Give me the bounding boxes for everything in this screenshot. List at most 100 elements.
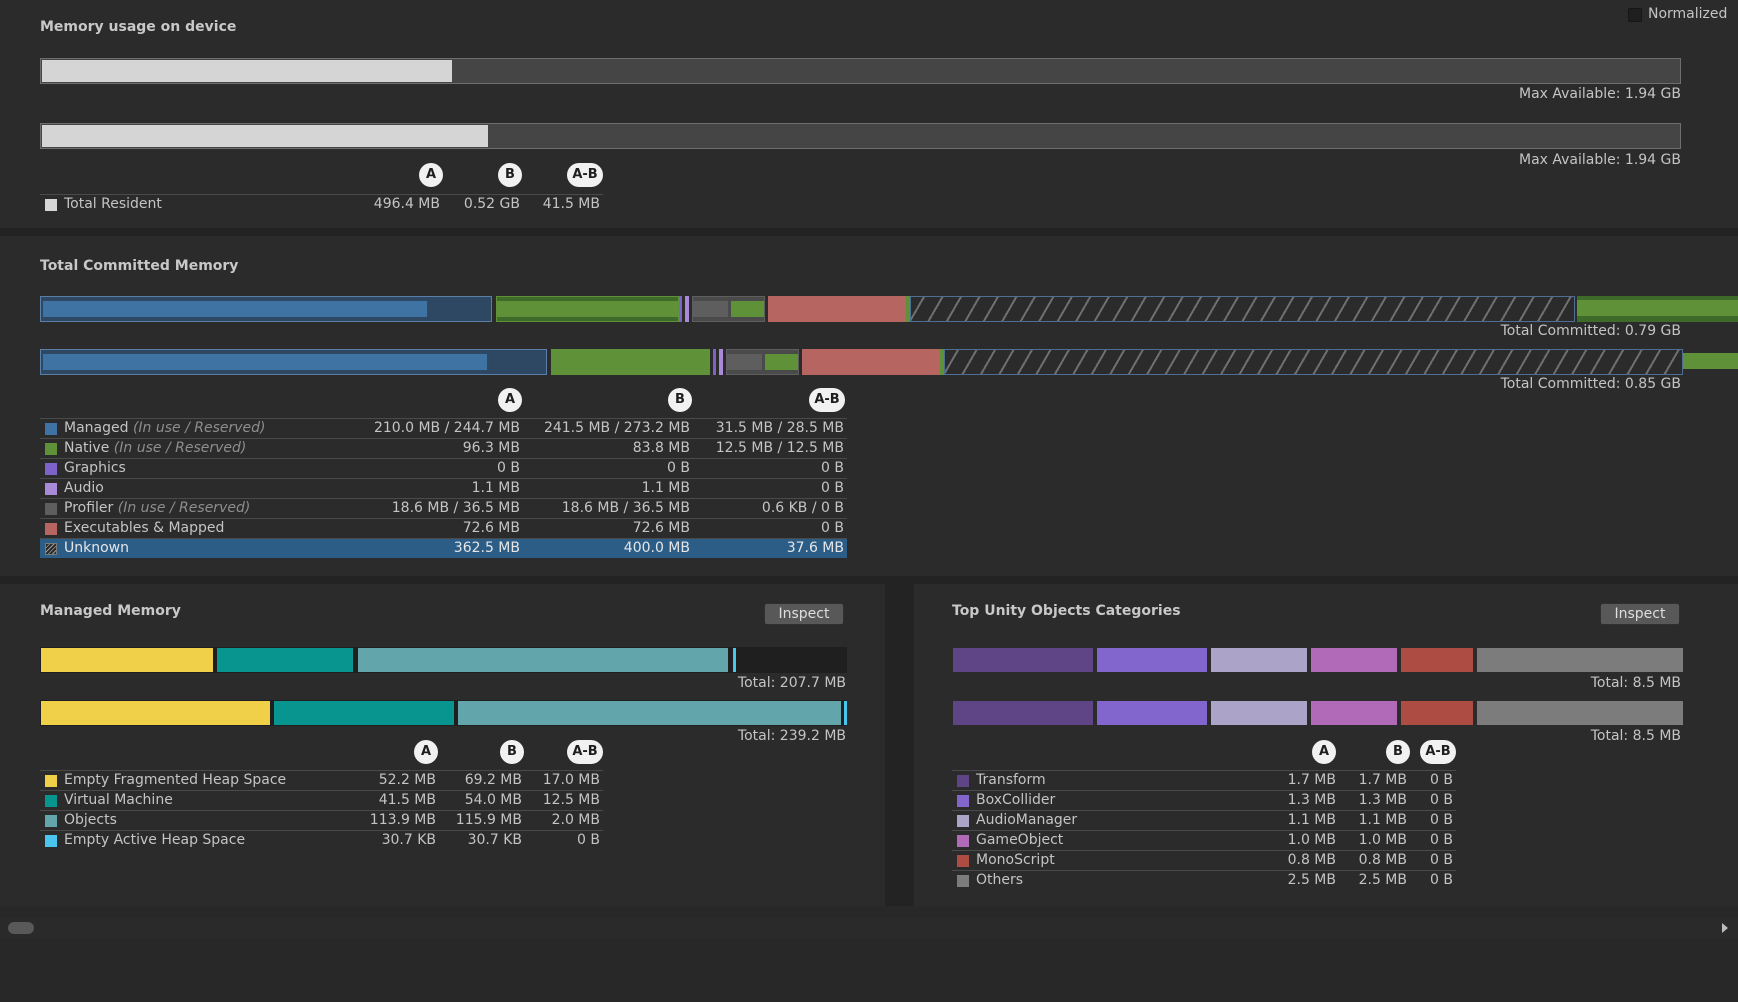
committed-total-b: Total Committed: 0.85 GB	[1500, 376, 1681, 392]
objects-segment[interactable]	[458, 701, 841, 725]
boxcollider-segment[interactable]	[1097, 701, 1207, 725]
profiler-native-tail	[731, 301, 764, 317]
table-row[interactable]: Unknown 362.5 MB 400.0 MB 37.6 MB	[40, 538, 847, 558]
table-row[interactable]: AudioManager 1.1 MB 1.1 MB 0 B	[952, 810, 1456, 830]
resident-bar-a-fill	[42, 60, 452, 82]
table-row[interactable]: Native (In use / Reserved) 96.3 MB 83.8 MB…	[40, 438, 847, 458]
managed-in-use	[43, 301, 427, 317]
legend-swatch	[45, 503, 57, 515]
empty-active-segment[interactable]	[844, 701, 847, 725]
legend-swatch	[45, 463, 57, 475]
committed-bar-b[interactable]	[40, 349, 1738, 375]
table-row[interactable]: Transform 1.7 MB 1.7 MB 0 B	[952, 770, 1456, 790]
top-unity-total-a: Total: 8.5 MB	[1590, 675, 1681, 691]
managed-segment[interactable]	[40, 296, 492, 322]
table-row[interactable]: Executables & Mapped 72.6 MB 72.6 MB 0 B	[40, 518, 847, 538]
table-row[interactable]: Audio 1.1 MB 1.1 MB 0 B	[40, 478, 847, 498]
unknown-segment[interactable]	[944, 349, 1683, 375]
managed-bar-a[interactable]	[40, 647, 847, 673]
value-a: 2.5 MB	[1287, 872, 1336, 888]
divider	[885, 584, 914, 906]
empty-fragmented-segment[interactable]	[41, 701, 270, 725]
legend-swatch	[45, 835, 57, 847]
virtual-machine-segment[interactable]	[217, 648, 353, 672]
audio-segment[interactable]	[685, 296, 689, 322]
top-unity-bar-b[interactable]	[952, 700, 1683, 726]
resident-bar-b[interactable]	[40, 123, 1681, 149]
value-a-b: 0 B	[821, 520, 844, 536]
unknown-segment[interactable]	[910, 296, 1575, 322]
value-a: 0.8 MB	[1287, 852, 1336, 868]
table-row[interactable]: Virtual Machine 41.5 MB 54.0 MB 12.5 MB	[40, 790, 603, 810]
transform-segment[interactable]	[953, 701, 1093, 725]
others-segment[interactable]	[1477, 701, 1683, 725]
empty-active-segment[interactable]	[733, 648, 736, 672]
value-b: 241.5 MB / 273.2 MB	[543, 420, 690, 436]
others-segment[interactable]	[1477, 648, 1683, 672]
legend-swatch	[957, 835, 969, 847]
gameobject-segment[interactable]	[1311, 701, 1397, 725]
row-label: Managed (In use / Reserved)	[64, 420, 266, 436]
committed-total-a: Total Committed: 0.79 GB	[1500, 323, 1681, 339]
graphics-segment[interactable]	[713, 349, 716, 375]
managed-segment[interactable]	[40, 349, 547, 375]
monoscript-segment[interactable]	[1401, 701, 1473, 725]
profiler-segment[interactable]	[726, 349, 799, 375]
value-a: 496.4 MB	[373, 196, 440, 212]
row-label: Transform	[976, 772, 1046, 788]
table-row[interactable]: Graphics 0 B 0 B 0 B	[40, 458, 847, 478]
row-note: (In use / Reserved)	[117, 500, 251, 516]
resident-max-a: Max Available: 1.94 GB	[1518, 86, 1681, 102]
top-unity-inspect-button[interactable]: Inspect	[1600, 603, 1680, 625]
col-badge-b: B	[1386, 740, 1410, 764]
table-row[interactable]: MonoScript 0.8 MB 0.8 MB 0 B	[952, 850, 1456, 870]
virtual-machine-segment[interactable]	[274, 701, 454, 725]
top-unity-bar-a[interactable]	[952, 647, 1683, 673]
profiler-segment[interactable]	[692, 296, 765, 322]
table-row[interactable]: BoxCollider 1.3 MB 1.3 MB 0 B	[952, 790, 1456, 810]
table-row[interactable]: Profiler (In use / Reserved) 18.6 MB / 36…	[40, 498, 847, 518]
scrollbar-thumb[interactable]	[8, 922, 34, 934]
scroll-right-arrow-icon[interactable]	[1722, 923, 1728, 933]
row-label: MonoScript	[976, 852, 1055, 868]
row-label: GameObject	[976, 832, 1064, 848]
executables-segment[interactable]	[768, 296, 906, 322]
objects-segment[interactable]	[358, 648, 728, 672]
table-row-total-resident[interactable]: Total Resident 496.4 MB 0.52 GB 41.5 MB	[40, 194, 603, 214]
value-a-b: 12.5 MB / 12.5 MB	[715, 440, 844, 456]
value-a-b: 0 B	[1430, 832, 1453, 848]
monoscript-segment[interactable]	[1401, 648, 1473, 672]
audio-segment[interactable]	[719, 349, 723, 375]
audiomanager-segment[interactable]	[1211, 701, 1307, 725]
gameobject-segment[interactable]	[1311, 648, 1397, 672]
table-row[interactable]: Empty Active Heap Space 30.7 KB 30.7 KB 0 B	[40, 830, 603, 850]
table-row[interactable]: GameObject 1.0 MB 1.0 MB 0 B	[952, 830, 1456, 850]
managed-inspect-button[interactable]: Inspect	[764, 603, 844, 625]
legend-swatch	[957, 875, 969, 887]
normalized-label[interactable]: Normalized	[1648, 6, 1728, 22]
managed-bar-b[interactable]	[40, 700, 847, 726]
audiomanager-segment[interactable]	[1211, 648, 1307, 672]
executables-segment[interactable]	[802, 349, 940, 375]
native-segment[interactable]	[496, 296, 679, 322]
table-row[interactable]: Objects 113.9 MB 115.9 MB 2.0 MB	[40, 810, 603, 830]
empty-fragmented-segment[interactable]	[41, 648, 213, 672]
value-a-b: 0 B	[1430, 812, 1453, 828]
native-segment[interactable]	[551, 349, 710, 375]
value-b: 1.7 MB	[1358, 772, 1407, 788]
transform-segment[interactable]	[953, 648, 1093, 672]
normalized-checkbox[interactable]	[1628, 8, 1642, 22]
table-row[interactable]: Managed (In use / Reserved) 210.0 MB / 24…	[40, 418, 847, 438]
boxcollider-segment[interactable]	[1097, 648, 1207, 672]
table-row[interactable]: Empty Fragmented Heap Space 52.2 MB 69.2 M…	[40, 770, 603, 790]
row-label: Native (In use / Reserved)	[64, 440, 247, 456]
value-b: 1.3 MB	[1358, 792, 1407, 808]
table-row[interactable]: Others 2.5 MB 2.5 MB 0 B	[952, 870, 1456, 890]
committed-bar-a[interactable]	[40, 296, 1738, 322]
value-a-b: 37.6 MB	[786, 540, 844, 556]
resident-bar-a[interactable]	[40, 58, 1681, 84]
horizontal-scrollbar[interactable]	[0, 918, 1738, 938]
graphics-segment[interactable]	[679, 296, 682, 322]
row-label: AudioManager	[976, 812, 1078, 828]
legend-swatch	[957, 855, 969, 867]
